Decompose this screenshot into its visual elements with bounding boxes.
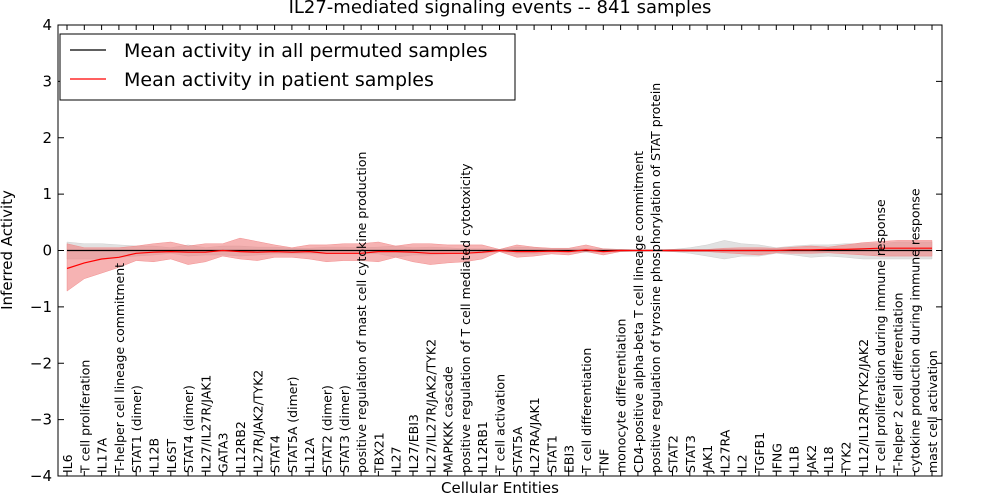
y-axis-label: Inferred Activity: [0, 190, 16, 310]
x-tick-label: IL27/IL27R/JAK1: [198, 375, 213, 473]
x-tick-label: T-helper cell lineage commitment: [112, 263, 127, 474]
x-tick-label: TBX21: [371, 432, 386, 474]
x-tick-label: MAPKKK cascade: [441, 366, 456, 473]
x-tick-label: STAT3: [683, 435, 698, 473]
x-tick-label: IL6ST: [164, 438, 179, 473]
x-tick-label: TNF: [596, 449, 611, 474]
x-tick-label: IL17A: [95, 437, 110, 473]
x-tick-label: cytokine production during immune respon…: [908, 188, 923, 473]
x-tick-label: T cell proliferation: [77, 360, 92, 474]
x-tick-label: IL12RB2: [233, 421, 248, 473]
x-tick-label: STAT4: [268, 435, 283, 473]
x-tick-label: TYK2: [839, 442, 854, 474]
chart-title: IL27-mediated signaling events -- 841 sa…: [289, 0, 712, 18]
x-tick-label: JAK2: [804, 445, 819, 474]
x-tick-label: IL12A: [302, 437, 317, 473]
legend-label-patient: Mean activity in patient samples: [124, 69, 434, 91]
y-tick-label: −4: [30, 467, 52, 485]
y-tick-label: 0: [42, 242, 52, 260]
plot-frame: [57, 24, 943, 477]
x-tick-label: IL12B: [147, 438, 162, 473]
x-tick-label: T cell differentiation: [579, 348, 594, 474]
x-tick-label: T cell activation: [493, 374, 508, 474]
y-tick-label: −3: [30, 411, 52, 429]
x-axis-label: Cellular Entities: [441, 479, 559, 497]
x-tick-label: STAT5A (dimer): [285, 377, 300, 473]
y-tick-label: 1: [42, 185, 52, 203]
x-tick-label: positive regulation of mast cell cytokin…: [354, 152, 369, 473]
x-tick-label: STAT3 (dimer): [337, 385, 352, 473]
x-tick-label: STAT2: [666, 435, 681, 473]
x-tick-label: IL12/IL12R/TYK2/JAK2: [856, 339, 871, 473]
x-tick-label: STAT5A: [510, 426, 525, 473]
y-tick-label: −2: [30, 354, 52, 372]
legend: Mean activity in all permuted samples Me…: [59, 33, 516, 101]
x-tick-label: positive regulation of T cell mediated c…: [458, 163, 473, 473]
legend-label-permuted: Mean activity in all permuted samples: [124, 40, 487, 62]
x-tick-label: IL2: [735, 454, 750, 473]
x-tick-label: monocyte differentiation: [614, 319, 629, 473]
patient-series-line: [66, 247, 932, 270]
x-tick-label: STAT1: [544, 435, 559, 473]
x-tick-label: STAT1 (dimer): [129, 385, 144, 473]
x-tick-label: IL27/IL27R/JAK2/TYK2: [423, 339, 438, 473]
x-tick-label: IL27/EBI3: [406, 414, 421, 473]
x-tick-label: TGFB1: [752, 432, 767, 474]
x-tick-label: IFNG: [769, 443, 784, 473]
x-tick-label: STAT2 (dimer): [320, 385, 335, 473]
x-tick-label: IL6: [60, 454, 75, 473]
x-tick-label: EBI3: [562, 445, 577, 473]
x-tick-label: GATA3: [216, 433, 231, 473]
x-tick-label: CD4-positive alpha-beta T cell lineage c…: [631, 151, 646, 473]
x-tick-label: T-helper 2 cell differentiation: [890, 293, 905, 474]
x-tick-label: IL12RB1: [475, 421, 490, 473]
x-tick-label: positive regulation of tyrosine phosphor…: [648, 83, 663, 473]
x-tick-label: IL27: [389, 446, 404, 473]
x-tick-label: IL27RA/JAK1: [527, 397, 542, 473]
x-tick-label: IL1B: [787, 446, 802, 473]
y-tick-label: 3: [42, 72, 52, 90]
x-tick-label: STAT4 (dimer): [181, 385, 196, 473]
x-tick-label: IL27R/JAK2/TYK2: [250, 370, 265, 473]
x-tick-label: IL18: [821, 446, 836, 473]
x-tick-label: JAK1: [700, 445, 715, 474]
y-tick-label: −1: [30, 298, 52, 316]
x-tick-label: IL27RA: [717, 429, 732, 473]
legend-box: [59, 33, 516, 101]
x-tick-label: mast cell activation: [925, 350, 940, 473]
x-tick-label: T cell proliferation during immune respo…: [873, 199, 888, 474]
y-tick-label: 4: [42, 16, 52, 34]
y-tick-label: 2: [42, 129, 52, 147]
